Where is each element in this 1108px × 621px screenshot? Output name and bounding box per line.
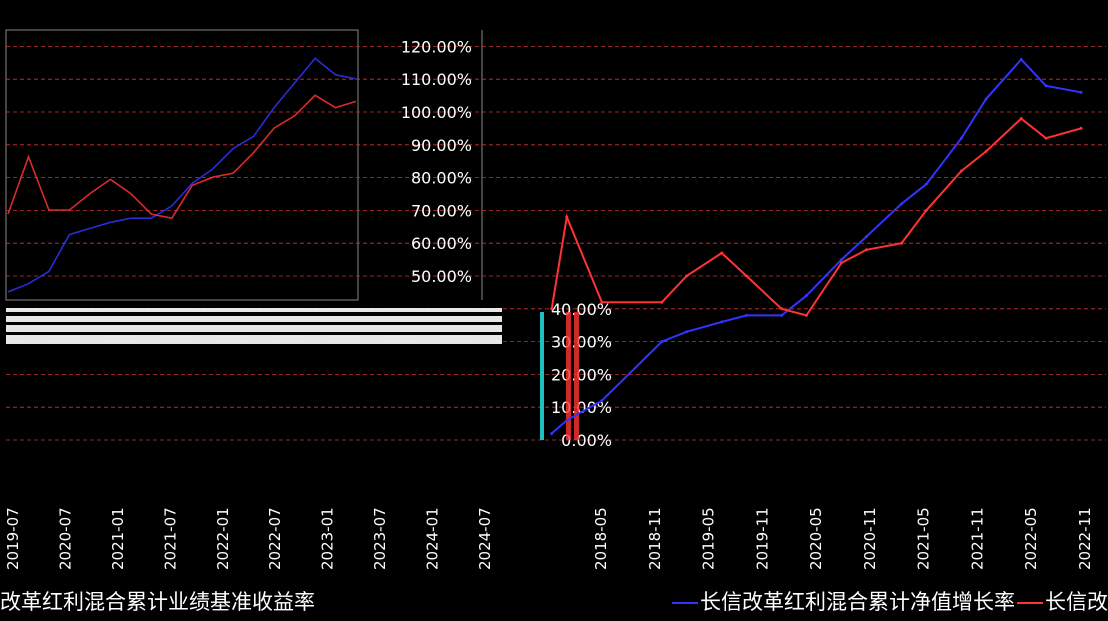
data-point — [1079, 126, 1083, 130]
data-point — [804, 313, 808, 317]
x-tick-label-left: 2024-01 — [424, 507, 442, 570]
left-panel-series-1 — [7, 94, 357, 220]
legend-swatch-blue — [672, 602, 698, 604]
data-point — [864, 235, 868, 239]
legend: 改革红利混合累计业绩基准收益率 长信改革红利混合累计净值增长率 长信改 — [0, 585, 1108, 621]
data-point — [959, 169, 963, 173]
data-point — [565, 418, 569, 422]
data-point — [780, 313, 784, 317]
overlay-band-stripe — [6, 312, 502, 316]
y-tick-label: 50.00% — [411, 267, 472, 286]
data-point — [685, 274, 689, 278]
data-point — [745, 313, 749, 317]
data-point — [660, 340, 664, 344]
x-tick-label-left: 2021-07 — [161, 507, 179, 570]
data-point — [780, 307, 784, 311]
x-tick-label-left: 2024-07 — [476, 507, 494, 570]
data-point — [1079, 90, 1083, 94]
x-tick-label-left: 2023-01 — [319, 507, 337, 570]
data-point — [839, 258, 843, 262]
data-point — [839, 261, 843, 265]
x-tick-label-right: 2018-11 — [646, 507, 664, 570]
data-point — [550, 431, 554, 435]
y-tick-label: 20.00% — [551, 365, 612, 384]
data-point — [924, 182, 928, 186]
y-tick-label: 80.00% — [411, 169, 472, 188]
x-tick-label-left: 2019-07 — [4, 507, 22, 570]
data-point — [745, 274, 749, 278]
x-tick-label-right: 2019-11 — [753, 507, 771, 570]
legend-label-red: 长信改 — [1045, 590, 1108, 614]
x-tick-label-right: 2020-05 — [807, 507, 825, 570]
legend-label-blue: 长信改革红利混合累计净值增长率 — [700, 590, 1015, 614]
data-point — [660, 300, 664, 304]
data-point — [550, 307, 554, 311]
red-marker — [566, 312, 571, 440]
red-marker — [574, 312, 579, 440]
data-point — [720, 320, 724, 324]
x-tick-label-right: 2022-11 — [1076, 507, 1094, 570]
y-tick-label: 0.00% — [561, 431, 612, 450]
y-tick-label: 60.00% — [411, 234, 472, 253]
data-point — [1019, 58, 1023, 62]
data-point — [804, 294, 808, 298]
data-point — [984, 149, 988, 153]
data-point — [899, 241, 903, 245]
y-tick-label: 70.00% — [411, 201, 472, 220]
x-tick-label-left: 2022-01 — [214, 507, 232, 570]
data-point — [1044, 84, 1048, 88]
y-tick-label: 120.00% — [401, 37, 472, 56]
overlay-band-stripe — [6, 332, 502, 335]
data-point — [600, 399, 604, 403]
legend-swatch-red — [1017, 602, 1043, 604]
legend-item-right: 长信改革红利混合累计净值增长率 长信改 — [670, 589, 1108, 615]
data-point — [924, 208, 928, 212]
x-tick-label-left: 2021-01 — [109, 507, 127, 570]
data-point — [685, 330, 689, 334]
y-tick-label: 110.00% — [401, 70, 472, 89]
data-point — [1044, 136, 1048, 140]
chart-canvas: 0.00%10.00%20.00%30.00%40.00%50.00%60.00… — [4, 29, 1106, 570]
left-panel-frame — [5, 29, 359, 301]
data-point — [720, 251, 724, 255]
data-point — [959, 136, 963, 140]
series-line-nav-growth — [551, 58, 1082, 435]
x-tick-label-left: 2022-07 — [266, 507, 284, 570]
y-tick-label: 90.00% — [411, 136, 472, 155]
x-tick-label-right: 2018-05 — [592, 507, 610, 570]
x-tick-label-right: 2020-11 — [861, 507, 879, 570]
data-point — [565, 215, 569, 219]
teal-marker — [540, 312, 544, 440]
x-tick-label-right: 2019-05 — [700, 507, 718, 570]
overlay-band-stripe — [6, 322, 502, 325]
left-panel-series-0 — [7, 57, 357, 293]
x-tick-label-right: 2021-05 — [915, 507, 933, 570]
data-point — [1019, 117, 1023, 121]
x-tick-label-right: 2021-11 — [968, 507, 986, 570]
legend-item-left: 改革红利混合累计业绩基准收益率 — [0, 590, 315, 614]
series-line-benchmark-return — [550, 117, 1082, 317]
data-point — [899, 202, 903, 206]
x-tick-label-left: 2020-07 — [56, 507, 74, 570]
x-tick-label-left: 2023-07 — [371, 507, 389, 570]
data-point — [864, 248, 868, 252]
data-point — [984, 97, 988, 101]
y-tick-label: 30.00% — [551, 333, 612, 352]
data-point — [600, 300, 604, 304]
y-tick-label: 100.00% — [401, 103, 472, 122]
x-tick-label-right: 2022-05 — [1022, 507, 1040, 570]
